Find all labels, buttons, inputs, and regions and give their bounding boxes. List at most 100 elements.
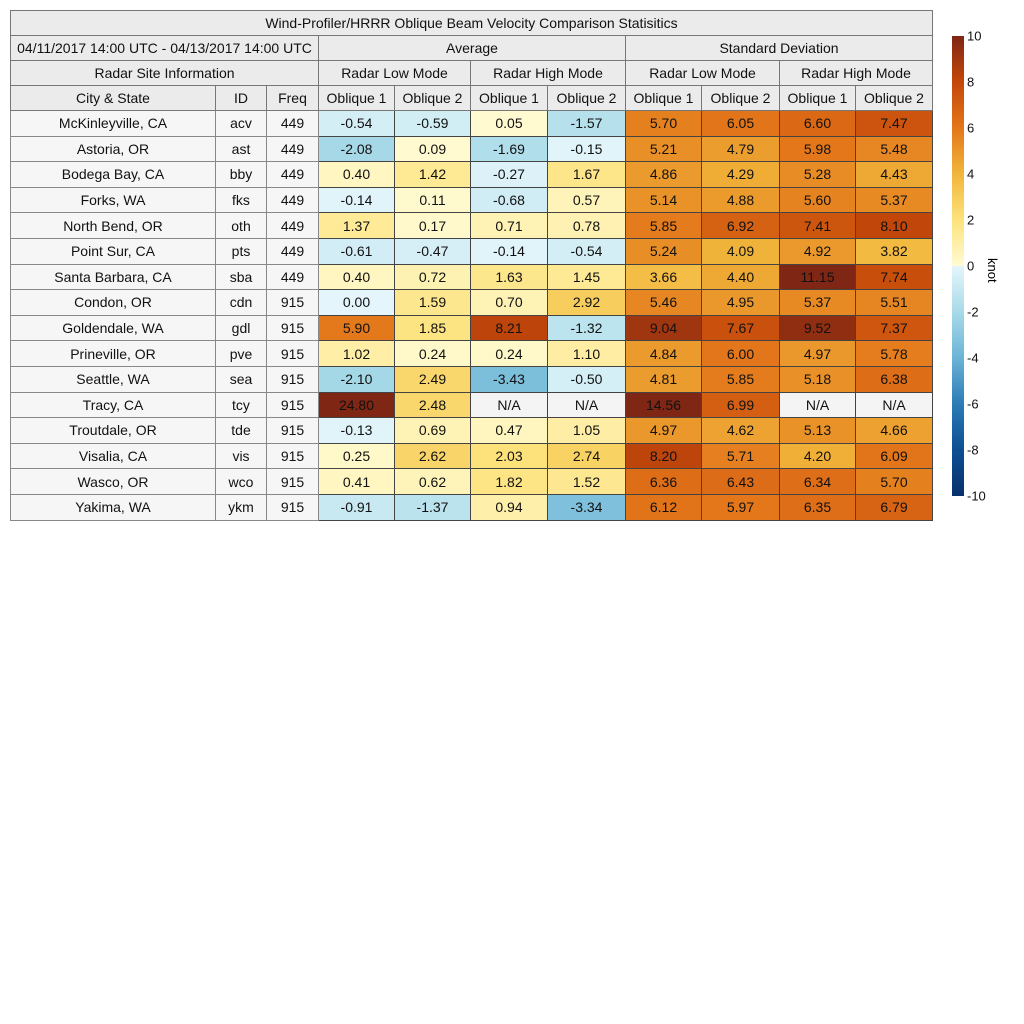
value-cell: 2.03 xyxy=(470,442,548,470)
date-range: 04/11/2017 14:00 UTC - 04/13/2017 14:00 … xyxy=(10,35,319,61)
value-cell: N/A xyxy=(855,391,933,419)
value-cell: 5.70 xyxy=(625,110,702,137)
value-cell: 4.43 xyxy=(855,161,933,188)
value-cell: 3.82 xyxy=(855,237,933,265)
value-cell: 6.79 xyxy=(855,493,933,521)
site-freq: 449 xyxy=(266,263,319,291)
site-freq: 449 xyxy=(266,237,319,265)
mode-header: Radar High Mode xyxy=(779,60,933,86)
value-cell: 0.71 xyxy=(470,212,548,239)
value-cell: 2.62 xyxy=(394,442,471,470)
site-freq: 449 xyxy=(266,135,319,163)
value-cell: -2.08 xyxy=(318,135,395,163)
site-city: Goldendale, WA xyxy=(10,314,216,342)
site-id: sba xyxy=(215,263,267,291)
colorbar-unit-label: knot xyxy=(985,258,1000,283)
site-id: cdn xyxy=(215,289,267,316)
value-cell: 5.18 xyxy=(779,365,856,393)
colorbar-tick-label: 2 xyxy=(967,212,975,228)
mode-header: Radar Low Mode xyxy=(625,60,780,86)
value-cell: 7.41 xyxy=(779,212,856,239)
site-info-header: Radar Site Information xyxy=(10,60,319,86)
value-cell: 0.40 xyxy=(318,263,395,291)
site-city: Condon, OR xyxy=(10,289,216,316)
value-cell: 0.94 xyxy=(470,493,548,521)
site-id: tcy xyxy=(215,391,267,419)
value-cell: -1.69 xyxy=(470,135,548,163)
value-cell: 5.90 xyxy=(318,314,395,342)
site-id: ykm xyxy=(215,493,267,521)
value-cell: 6.35 xyxy=(779,493,856,521)
value-cell: -0.15 xyxy=(547,135,626,163)
value-cell: -2.10 xyxy=(318,365,395,393)
table-row: Seattle, WA sea 915 -2.10 2.49 -3.43 -0.50 4.81… xyxy=(10,365,933,393)
value-cell: 5.46 xyxy=(625,289,702,316)
value-cell: 4.40 xyxy=(701,263,780,291)
value-cell: -3.34 xyxy=(547,493,626,521)
column-header-id: ID xyxy=(215,85,267,111)
value-cell: 1.42 xyxy=(394,161,471,188)
table-row: Tracy, CA tcy 915 24.80 2.48 N/A N/A 14.56 6.99 N… xyxy=(10,391,933,419)
column-header-oblique: Oblique 1 xyxy=(625,85,702,111)
value-cell: 1.82 xyxy=(470,468,548,495)
site-id: pve xyxy=(215,340,267,367)
mode-header: Radar High Mode xyxy=(470,60,626,86)
value-cell: 0.05 xyxy=(470,110,548,137)
value-cell: 4.84 xyxy=(625,340,702,367)
value-cell: 4.88 xyxy=(701,186,780,214)
value-cell: 2.74 xyxy=(547,442,626,470)
column-header-oblique: Oblique 2 xyxy=(394,85,471,111)
site-freq: 449 xyxy=(266,186,319,214)
value-cell: 8.10 xyxy=(855,212,933,239)
table-row: Goldendale, WA gdl 915 5.90 1.85 8.21 -1.32 9.0… xyxy=(10,314,933,342)
value-cell: 1.45 xyxy=(547,263,626,291)
value-cell: 6.38 xyxy=(855,365,933,393)
value-cell: 1.67 xyxy=(547,161,626,188)
value-cell: 0.40 xyxy=(318,161,395,188)
value-cell: -0.68 xyxy=(470,186,548,214)
table-row: Yakima, WA ykm 915 -0.91 -1.37 0.94 -3.34 6.12 5… xyxy=(10,493,933,521)
value-cell: 0.69 xyxy=(394,417,471,444)
value-cell: 7.74 xyxy=(855,263,933,291)
value-cell: 0.09 xyxy=(394,135,471,163)
value-cell: -0.27 xyxy=(470,161,548,188)
site-city: Prineville, OR xyxy=(10,340,216,367)
column-header-oblique: Oblique 1 xyxy=(318,85,395,111)
site-id: tde xyxy=(215,417,267,444)
value-cell: 6.12 xyxy=(625,493,702,521)
colorbar-tick-label: -4 xyxy=(967,350,979,366)
value-cell: 5.78 xyxy=(855,340,933,367)
table-row: Visalia, CA vis 915 0.25 2.62 2.03 2.74 8.20 5.7… xyxy=(10,442,933,470)
site-id: oth xyxy=(215,212,267,239)
value-cell: 4.97 xyxy=(625,417,702,444)
value-cell: 9.04 xyxy=(625,314,702,342)
site-city: Yakima, WA xyxy=(10,493,216,521)
value-cell: 11.15 xyxy=(779,263,856,291)
value-cell: 1.63 xyxy=(470,263,548,291)
value-cell: -1.37 xyxy=(394,493,471,521)
value-cell: N/A xyxy=(547,391,626,419)
value-cell: 7.37 xyxy=(855,314,933,342)
value-cell: 6.92 xyxy=(701,212,780,239)
value-cell: 4.09 xyxy=(701,237,780,265)
column-header-oblique: Oblique 1 xyxy=(779,85,856,111)
value-cell: 6.36 xyxy=(625,468,702,495)
site-freq: 915 xyxy=(266,289,319,316)
table-row: Troutdale, OR tde 915 -0.13 0.69 0.47 1.05 4.97… xyxy=(10,417,933,444)
value-cell: -1.57 xyxy=(547,110,626,137)
table-row: Point Sur, CA pts 449 -0.61 -0.47 -0.14 -0.54 5… xyxy=(10,237,933,265)
value-cell: -0.13 xyxy=(318,417,395,444)
site-id: ast xyxy=(215,135,267,163)
value-cell: 0.47 xyxy=(470,417,548,444)
site-city: Wasco, OR xyxy=(10,468,216,495)
value-cell: 2.49 xyxy=(394,365,471,393)
value-cell: -0.50 xyxy=(547,365,626,393)
group-standard-deviation: Standard Deviation xyxy=(625,35,933,61)
site-freq: 915 xyxy=(266,314,319,342)
value-cell: 0.70 xyxy=(470,289,548,316)
site-id: sea xyxy=(215,365,267,393)
value-cell: 6.09 xyxy=(855,442,933,470)
colorbar-tick-label: -2 xyxy=(967,304,979,320)
value-cell: 5.85 xyxy=(625,212,702,239)
value-cell: -0.61 xyxy=(318,237,395,265)
